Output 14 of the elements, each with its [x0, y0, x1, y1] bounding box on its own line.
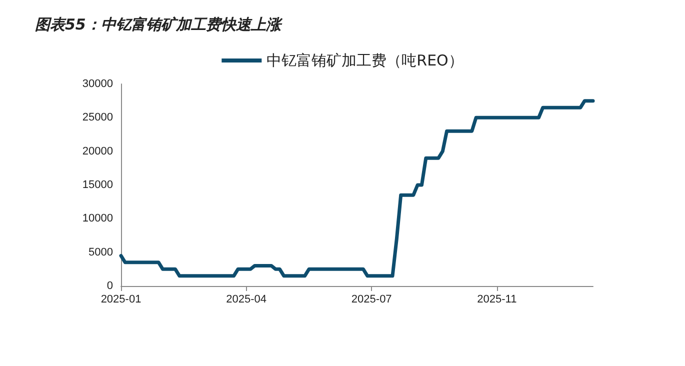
y-tick-label: 20000 — [82, 145, 113, 158]
y-tick-label: 0 — [106, 280, 113, 292]
x-tick-label: 2025-04 — [226, 294, 266, 306]
line-series — [119, 99, 595, 278]
y-tick-label: 5000 — [88, 246, 113, 258]
x-tick-label: 2025-11 — [477, 294, 517, 306]
y-tick-label: 10000 — [82, 212, 113, 225]
y-tick-label: 15000 — [82, 179, 113, 191]
x-tick-label: 2025-01 — [100, 294, 142, 306]
x-tick-label: 2025-07 — [351, 294, 392, 306]
legend-label: 中钇富铕矿加工费（吨REO） — [266, 52, 464, 70]
chart-title: 图表55：中钇富铕矿加工费快速上涨 — [35, 16, 283, 34]
y-tick-label: 25000 — [82, 112, 113, 124]
y-tick-label: 30000 — [82, 78, 113, 90]
